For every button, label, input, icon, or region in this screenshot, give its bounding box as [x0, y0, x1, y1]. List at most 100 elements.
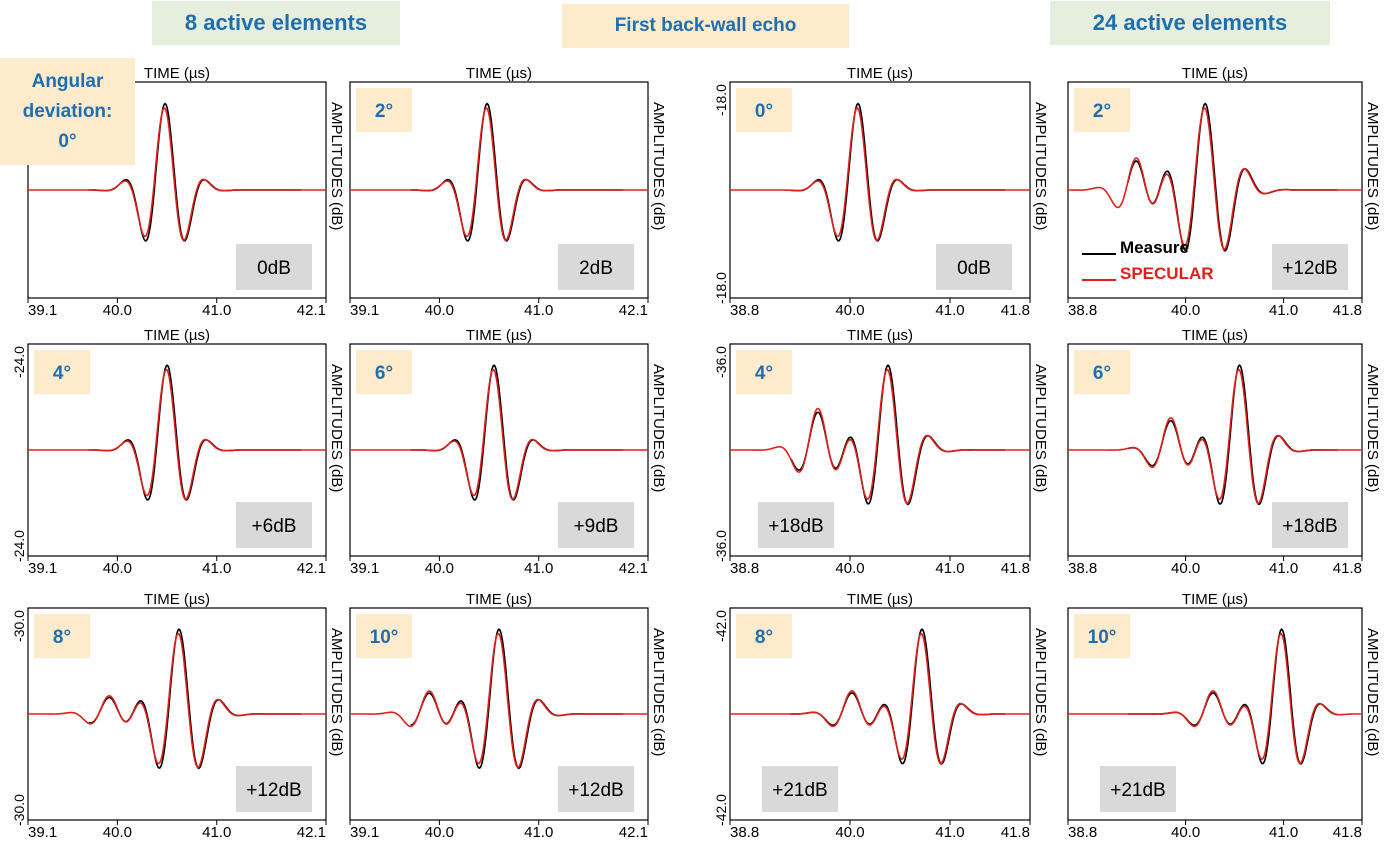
x-tick-label: 39.1 [350, 560, 379, 577]
x-tick-label: 40.0 [103, 302, 132, 319]
y-tick-label: -18.0 [713, 272, 729, 304]
angle-tag-bg [736, 350, 792, 394]
angle-tag-bg [356, 88, 412, 132]
y-tick-label: -30.0 [11, 610, 27, 642]
waveform-panel: TIME (µs) AMPLITUDES (dB) 38.8 40.0 41.0 41.8… [713, 327, 1049, 577]
axis-label-amplitudes: AMPLITUDES (dB) [650, 628, 667, 756]
x-tick-label: 41.0 [524, 560, 553, 577]
axis-label-time: TIME (µs) [1182, 327, 1248, 344]
header-8-active: 8 active elements [152, 1, 400, 45]
x-tick-label: 42.1 [619, 824, 648, 841]
x-tick-label: 41.0 [202, 302, 231, 319]
axis-label-time: TIME (µs) [144, 65, 210, 82]
x-tick-label: 40.0 [103, 560, 132, 577]
axis-label-time: TIME (µs) [466, 591, 532, 608]
header-24-active: 24 active elements [1050, 1, 1330, 45]
y-tick-label: -36.0 [713, 530, 729, 562]
x-tick-label: 40.0 [425, 824, 454, 841]
x-tick-label: 42.1 [297, 302, 326, 319]
x-tick-label: 41.0 [1269, 302, 1298, 319]
x-tick-label: 38.8 [730, 824, 759, 841]
angle-tag-label: 8° [53, 627, 71, 648]
gain-label: +21dB [1110, 780, 1165, 801]
x-tick-label: 41.0 [524, 824, 553, 841]
x-tick-label: 42.1 [297, 824, 326, 841]
x-tick-label: 41.0 [935, 302, 964, 319]
y-tick-label: -42.0 [713, 610, 729, 642]
angle-tag-bg [356, 614, 412, 658]
waveform-panel: TIME (µs) AMPLITUDES (dB) 39.1 40.0 41.0 42.1… [349, 65, 667, 319]
specular-trace [730, 368, 1030, 505]
axis-label-amplitudes: AMPLITUDES (dB) [1364, 628, 1381, 756]
x-tick-label: 38.8 [1068, 560, 1097, 577]
x-tick-label: 39.1 [28, 560, 57, 577]
y-tick-label: -30.0 [11, 794, 27, 826]
x-tick-label: 39.1 [350, 302, 379, 319]
angle-tag-label: 6° [1093, 363, 1111, 384]
axis-label-time: TIME (µs) [1182, 591, 1248, 608]
x-tick-label: 41.8 [1001, 824, 1030, 841]
angular-deviation-label: Angular deviation: 0° [0, 58, 135, 165]
gain-label: +9dB [574, 516, 619, 537]
angle-tag-label: 4° [755, 363, 773, 384]
axis-label-time: TIME (µs) [847, 591, 913, 608]
specular-trace [1068, 368, 1362, 505]
x-tick-label: 42.1 [619, 302, 648, 319]
angle-tag-bg [1074, 614, 1130, 658]
gain-box-bg [762, 766, 838, 812]
angle-tag-bg [356, 350, 412, 394]
x-tick-label: 41.0 [202, 560, 231, 577]
waveform-panel: TIME (µs) AMPLITUDES (dB) 39.1 40.0 41.0 42.1… [349, 591, 667, 841]
axis-label-amplitudes: AMPLITUDES (dB) [1032, 628, 1049, 756]
angle-tag-label: 6° [375, 363, 393, 384]
gain-label: 0dB [257, 258, 291, 279]
specular-trace [28, 106, 326, 242]
y-tick-label: -24.0 [11, 346, 27, 378]
specular-trace [730, 106, 1030, 242]
legend-measure-label: Measure [1120, 238, 1189, 257]
x-tick-label: 41.0 [524, 302, 553, 319]
gain-label: +12dB [1282, 258, 1337, 279]
gain-label: 2dB [579, 258, 613, 279]
axis-label-amplitudes: AMPLITUDES (dB) [1032, 364, 1049, 492]
gain-label: +6dB [252, 516, 297, 537]
waveform-panel: TIME (µs) AMPLITUDES (dB) 38.8 40.0 41.0 41.8… [1067, 327, 1381, 577]
x-tick-label: 40.0 [425, 302, 454, 319]
axis-label-time: TIME (µs) [144, 591, 210, 608]
waveform-panel: TIME (µs) AMPLITUDES (dB) 38.8 40.0 41.0 41.8… [1067, 65, 1381, 319]
x-tick-label: 40.0 [835, 560, 864, 577]
x-tick-label: 42.1 [297, 560, 326, 577]
specular-trace [350, 106, 648, 242]
x-tick-label: 40.0 [1171, 560, 1200, 577]
angle-tag-label: 10° [1088, 627, 1117, 648]
x-tick-label: 41.0 [935, 824, 964, 841]
gain-box-bg [558, 502, 634, 548]
axis-label-amplitudes: AMPLITUDES (dB) [1364, 364, 1381, 492]
gain-box-bg [936, 244, 1012, 290]
x-tick-label: 40.0 [835, 824, 864, 841]
angle-tag-label: 0° [755, 101, 773, 122]
x-tick-label: 40.0 [835, 302, 864, 319]
axis-label-time: TIME (µs) [466, 65, 532, 82]
specular-trace [350, 632, 648, 769]
y-tick-label: -18.0 [713, 84, 729, 116]
x-tick-label: 41.8 [1333, 560, 1362, 577]
angle-tag-bg [34, 350, 90, 394]
x-tick-label: 40.0 [1171, 824, 1200, 841]
specular-trace [1068, 632, 1362, 765]
gain-box-bg [558, 766, 634, 812]
waveform-panel: TIME (µs) AMPLITUDES (dB) 38.8 40.0 41.0 41.8… [1067, 591, 1381, 841]
axis-label-amplitudes: AMPLITUDES (dB) [1364, 102, 1381, 230]
axis-label-amplitudes: AMPLITUDES (dB) [650, 364, 667, 492]
x-tick-label: 41.0 [1269, 560, 1298, 577]
axis-label-amplitudes: AMPLITUDES (dB) [650, 102, 667, 230]
x-tick-label: 41.0 [202, 824, 231, 841]
angle-tag-bg [1074, 88, 1130, 132]
y-tick-label: -42.0 [713, 794, 729, 826]
gain-box-bg [236, 502, 312, 548]
x-tick-label: 40.0 [103, 824, 132, 841]
angle-tag-bg [736, 614, 792, 658]
angle-tag-bg [34, 614, 90, 658]
axis-label-time: TIME (µs) [847, 327, 913, 344]
gain-label: +12dB [568, 780, 623, 801]
